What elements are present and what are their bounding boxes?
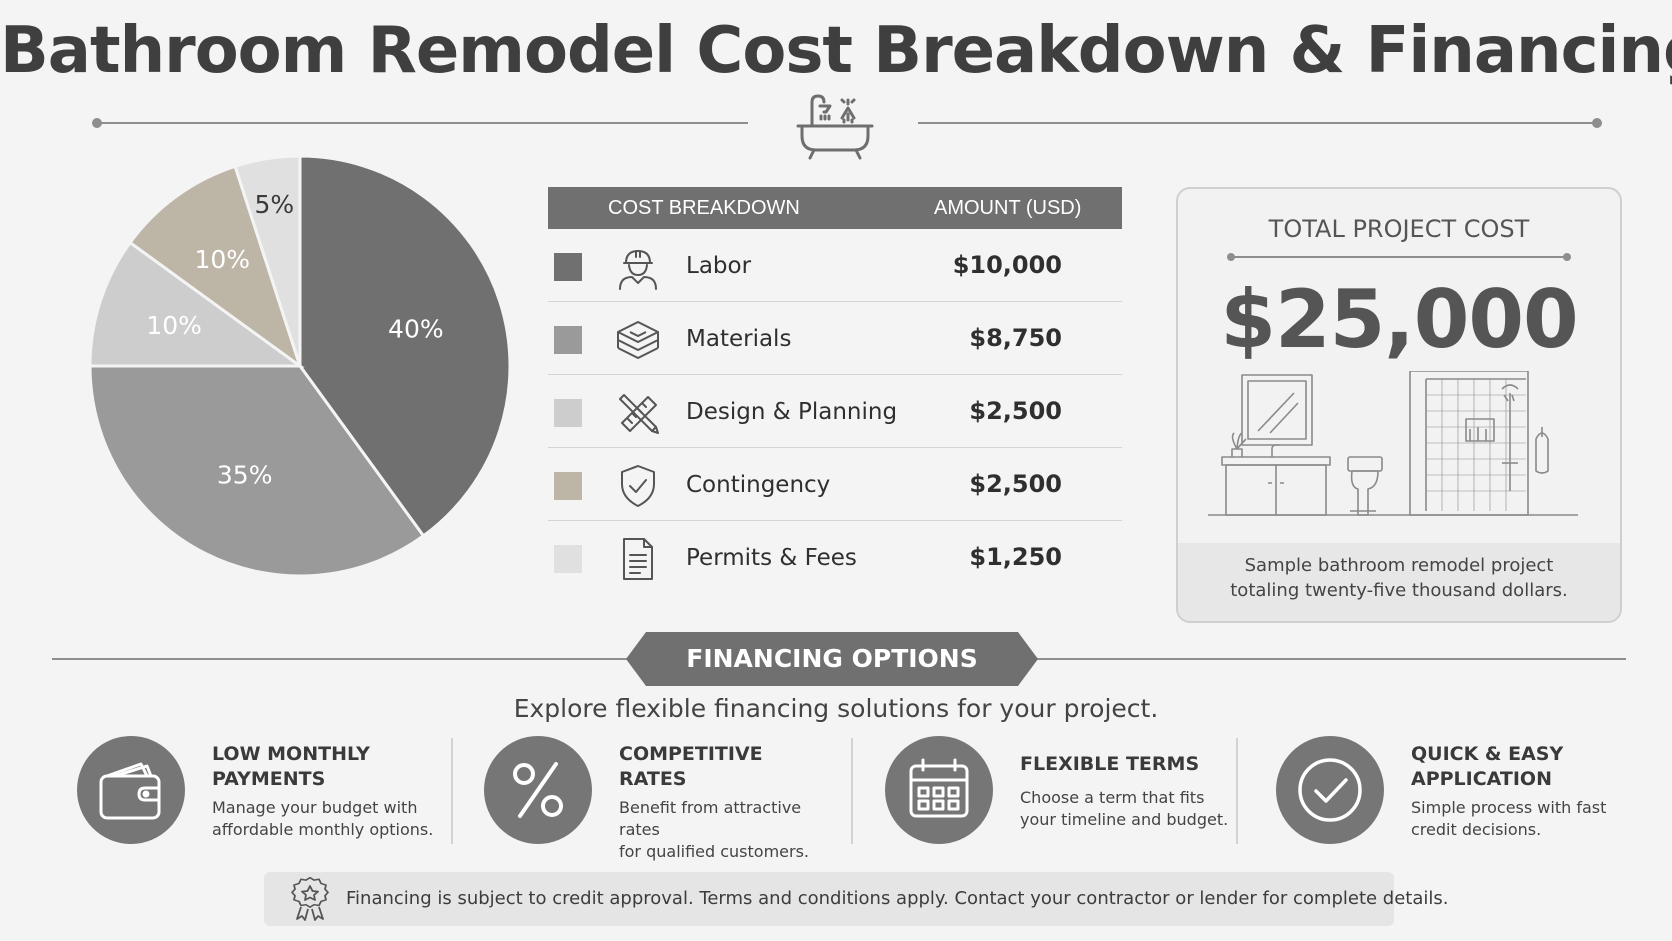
header-cost-breakdown: COST BREAKDOWN bbox=[608, 197, 800, 219]
worker-icon bbox=[619, 250, 657, 290]
option-separator bbox=[851, 738, 853, 844]
total-cost-divider bbox=[1227, 253, 1571, 261]
total-cost-label: TOTAL PROJECT COST bbox=[1268, 215, 1530, 243]
option-desc-low-monthly: Manage your budget with affordable month… bbox=[212, 798, 434, 839]
option-desc-flexible-terms: Choose a term that fits your timeline an… bbox=[1020, 788, 1229, 829]
financing-option-flexible-terms: FLEXIBLE TERMS Choose a term that fits y… bbox=[885, 736, 1245, 846]
cost-amount-permits: $1,250 bbox=[969, 543, 1062, 571]
header-divider-right bbox=[918, 118, 1602, 128]
bathroom-illustration bbox=[1208, 371, 1578, 516]
percent-icon bbox=[484, 736, 592, 844]
document-icon bbox=[623, 538, 653, 580]
award-ribbon-icon bbox=[291, 877, 329, 921]
financing-option-quick-application: QUICK & EASY APPLICATION Simple process … bbox=[1276, 736, 1636, 846]
cost-amount-contingency: $2,500 bbox=[969, 470, 1062, 498]
cost-amount-labor: $10,000 bbox=[952, 251, 1062, 279]
pie-label-labor: 40% bbox=[388, 314, 444, 343]
financing-subtitle: Explore flexible financing solutions for… bbox=[513, 694, 1159, 723]
option-desc-quick-application: Simple process with fast credit decision… bbox=[1411, 798, 1607, 839]
option-title-competitive-rates: COMPETITIVE RATES bbox=[619, 743, 763, 790]
disclaimer-bar: Financing is subject to credit approval.… bbox=[264, 872, 1449, 926]
cost-row-permits: Permits & Fees $1,250 bbox=[548, 521, 1122, 594]
calendar-icon bbox=[885, 736, 993, 844]
header-amount: AMOUNT (USD) bbox=[934, 197, 1082, 219]
legend-swatch-labor bbox=[554, 253, 582, 281]
cost-label-permits: Permits & Fees bbox=[686, 545, 857, 571]
materials-stack-icon bbox=[617, 321, 659, 359]
checkmark-icon bbox=[1276, 736, 1384, 844]
cost-label-design: Design & Planning bbox=[686, 399, 898, 425]
total-cost-amount: $25,000 bbox=[1220, 273, 1578, 366]
option-desc-competitive-rates: Benefit from attractive rates for qualif… bbox=[619, 798, 810, 861]
pie-label-materials: 35% bbox=[217, 461, 273, 490]
pie-slice-design-planning bbox=[88, 240, 305, 368]
cost-row-labor: Labor $10,000 bbox=[548, 229, 1122, 302]
wallet-icon bbox=[77, 736, 185, 844]
cost-label-materials: Materials bbox=[686, 326, 792, 352]
pie-label-contingency: 10% bbox=[194, 245, 250, 274]
legend-swatch-materials bbox=[554, 326, 582, 354]
option-title-quick-application: QUICK & EASY APPLICATION bbox=[1411, 743, 1564, 790]
legend-swatch-design bbox=[554, 399, 582, 427]
pie-slice-permits-fees bbox=[233, 154, 302, 367]
option-separator bbox=[1236, 738, 1238, 844]
option-title-flexible-terms: FLEXIBLE TERMS bbox=[1020, 753, 1200, 775]
cost-pie-chart: 40%35%10%10%5% bbox=[88, 154, 512, 578]
financing-option-competitive-rates: COMPETITIVE RATES Benefit from attractiv… bbox=[484, 736, 844, 861]
total-cost-card: TOTAL PROJECT COST $25,000 bbox=[1176, 187, 1622, 623]
page-title: Bathroom Remodel Cost Breakdown & Financ… bbox=[0, 14, 1672, 88]
pie-slice-contingency bbox=[128, 164, 303, 370]
bathtub-icon bbox=[796, 94, 874, 160]
cost-label-contingency: Contingency bbox=[686, 472, 831, 498]
cost-row-design: Design & Planning $2,500 bbox=[548, 375, 1122, 448]
header-divider-left bbox=[92, 118, 748, 128]
cost-row-contingency: Contingency $2,500 bbox=[548, 448, 1122, 521]
financing-banner bbox=[626, 632, 1038, 686]
cost-table-header: COST BREAKDOWN AMOUNT (USD) bbox=[548, 187, 1122, 229]
cost-breakdown-table: COST BREAKDOWN AMOUNT (USD) Labor $10,00… bbox=[548, 187, 1122, 594]
disclaimer-text: Financing is subject to credit approval.… bbox=[346, 888, 1449, 909]
cost-amount-design: $2,500 bbox=[969, 397, 1062, 425]
financing-option-low-monthly: LOW MONTHLY PAYMENTS Manage your budget … bbox=[77, 736, 437, 846]
shield-check-icon bbox=[621, 465, 655, 507]
pencil-ruler-icon bbox=[619, 394, 659, 434]
option-title-low-monthly: LOW MONTHLY PAYMENTS bbox=[212, 743, 370, 790]
total-caption-box: Sample bathroom remodel project totaling… bbox=[1178, 543, 1620, 621]
legend-swatch-contingency bbox=[554, 472, 582, 500]
option-separator bbox=[451, 738, 453, 844]
financing-banner-title: FINANCING OPTIONS bbox=[686, 644, 978, 673]
pie-slice-labor bbox=[298, 154, 512, 538]
cost-label-labor: Labor bbox=[686, 253, 752, 279]
pie-label-permits-fees: 5% bbox=[255, 190, 295, 219]
pie-label-design-planning: 10% bbox=[146, 311, 202, 340]
total-caption: Sample bathroom remodel project totaling… bbox=[1230, 555, 1568, 601]
legend-swatch-permits bbox=[554, 545, 582, 573]
cost-amount-materials: $8,750 bbox=[969, 324, 1062, 352]
pie-slice-materials bbox=[88, 364, 426, 578]
cost-row-materials: Materials $8,750 bbox=[548, 302, 1122, 375]
